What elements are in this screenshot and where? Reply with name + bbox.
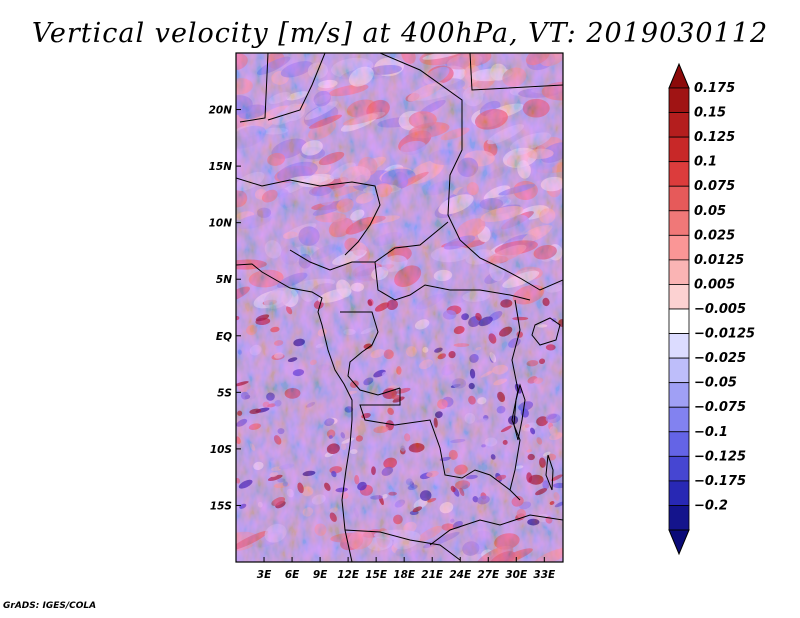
x-tick-label: 12E	[337, 569, 360, 581]
colorbar-label: 0.025	[694, 228, 735, 243]
colorbar-swatch	[668, 431, 690, 457]
colorbar-swatch	[668, 308, 690, 334]
x-tick-label: 30E	[505, 569, 528, 581]
border-congo-b	[359, 388, 521, 501]
colorbar-label: −0.125	[694, 449, 746, 464]
colorbar-label: −0.025	[694, 351, 746, 366]
colorbar-swatch	[668, 87, 690, 113]
border-north-a	[239, 53, 269, 123]
x-tick-label: 33E	[533, 569, 556, 581]
field-texture	[236, 53, 563, 562]
chart-title: Vertical velocity [m/s] at 400hPa, VT: 2…	[32, 18, 768, 49]
x-tick-label: 15E	[365, 569, 388, 581]
y-tick-label: 10S	[210, 444, 232, 456]
colorbar-label: 0.175	[694, 81, 735, 96]
x-tick-label: 9E	[313, 569, 328, 581]
y-axis: 20N 15N 10N 5N EQ 5S 10S 15S	[209, 105, 241, 512]
border-southeast	[429, 514, 563, 546]
colorbar-swatch	[668, 333, 690, 359]
border-congo-a	[340, 311, 401, 396]
colorbar-swatch	[668, 382, 690, 408]
colorbar-label: 0.005	[694, 277, 735, 292]
colorbar-bottom-arrow	[668, 529, 690, 556]
colorbar-label: −0.075	[694, 400, 746, 415]
y-tick-label: 15S	[210, 500, 232, 512]
y-tick-label: 20N	[209, 105, 233, 117]
colorbar: 0.175 0.15 0.125 0.1 0.075 0.05 0.025 0.0125 0.0…	[668, 62, 755, 556]
colorbar-label: 0.0125	[694, 253, 744, 268]
colorbar-swatch	[668, 284, 690, 310]
x-tick-label: 18E	[393, 569, 416, 581]
colorbar-label: 0.1	[694, 155, 717, 170]
border-south	[344, 529, 461, 561]
grads-credit: GrADS: IGES/COLA	[3, 601, 97, 611]
x-tick-label: 6E	[285, 569, 300, 581]
colorbar-swatch	[668, 259, 690, 285]
colorbar-label: −0.0125	[694, 327, 755, 342]
y-tick-label: EQ	[216, 331, 232, 343]
border-central-a	[289, 221, 449, 271]
colorbar-swatch	[668, 185, 690, 212]
colorbar-label: −0.005	[694, 302, 746, 317]
y-tick-label: 15N	[209, 161, 233, 173]
colorbar-swatch	[668, 357, 690, 384]
coastline	[236, 263, 353, 562]
colorbar-swatch	[668, 406, 690, 433]
border-east-b	[469, 53, 563, 91]
x-tick-label: 27E	[477, 569, 500, 581]
colorbar-swatch	[668, 136, 690, 163]
colorbar-swatch	[668, 505, 690, 531]
border-east-a	[379, 53, 563, 291]
x-tick-label: 24E	[449, 569, 472, 581]
border-sahel	[236, 177, 381, 256]
lake-tanganyika	[513, 383, 526, 441]
x-axis: 3E 6E 9E 12E 15E 18E 21E 24E 27E 30E 33E	[257, 557, 556, 581]
colorbar-swatch	[668, 112, 690, 138]
colorbar-label: −0.05	[694, 376, 737, 391]
colorbar-label: 0.125	[694, 130, 735, 145]
colorbar-top-arrow	[668, 62, 690, 89]
colorbar-swatch	[668, 455, 690, 482]
y-tick-label: 10N	[209, 218, 233, 230]
border-north-b	[267, 53, 326, 121]
border-central-b	[374, 261, 531, 301]
colorbar-label: 0.15	[694, 106, 726, 121]
y-tick-label: 5N	[216, 274, 232, 286]
colorbar-swatch	[668, 161, 690, 187]
colorbar-swatch	[668, 234, 690, 261]
border-great-lakes	[509, 299, 521, 491]
lake-victoria	[531, 317, 561, 346]
colorbar-label: −0.1	[694, 425, 728, 440]
country-borders	[236, 53, 563, 562]
colorbar-label: 0.075	[694, 179, 735, 194]
colorbar-label: 0.05	[694, 204, 726, 219]
x-tick-label: 21E	[421, 569, 444, 581]
colorbar-swatch	[668, 210, 690, 236]
plot-frame	[235, 52, 564, 563]
lake-malawi	[545, 454, 554, 491]
y-tick-label: 5S	[217, 387, 232, 399]
colorbar-swatch	[668, 480, 690, 506]
colorbar-label: −0.175	[694, 474, 746, 489]
x-tick-label: 3E	[257, 569, 272, 581]
map-field	[236, 53, 563, 562]
colorbar-label: −0.2	[694, 498, 728, 513]
